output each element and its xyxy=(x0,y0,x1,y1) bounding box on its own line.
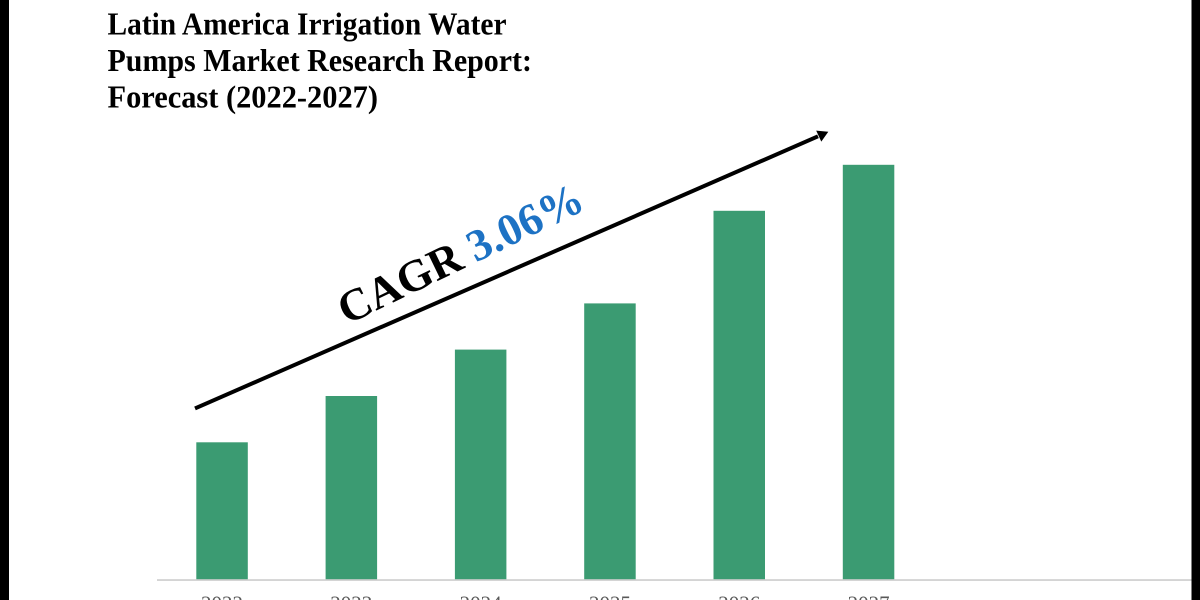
svg-text:Forecast (2022-2027): Forecast (2022-2027) xyxy=(108,80,379,115)
svg-text:2026: 2026 xyxy=(718,591,760,600)
svg-text:2023: 2023 xyxy=(330,591,372,600)
svg-text:2024: 2024 xyxy=(460,591,503,600)
svg-text:2025: 2025 xyxy=(589,591,631,600)
svg-text:Pumps Market Research Report:: Pumps Market Research Report: xyxy=(108,43,533,78)
svg-text:2022: 2022 xyxy=(201,591,243,600)
svg-text:2027: 2027 xyxy=(848,591,890,600)
svg-text:Latin America Irrigation Water: Latin America Irrigation Water xyxy=(108,6,507,41)
